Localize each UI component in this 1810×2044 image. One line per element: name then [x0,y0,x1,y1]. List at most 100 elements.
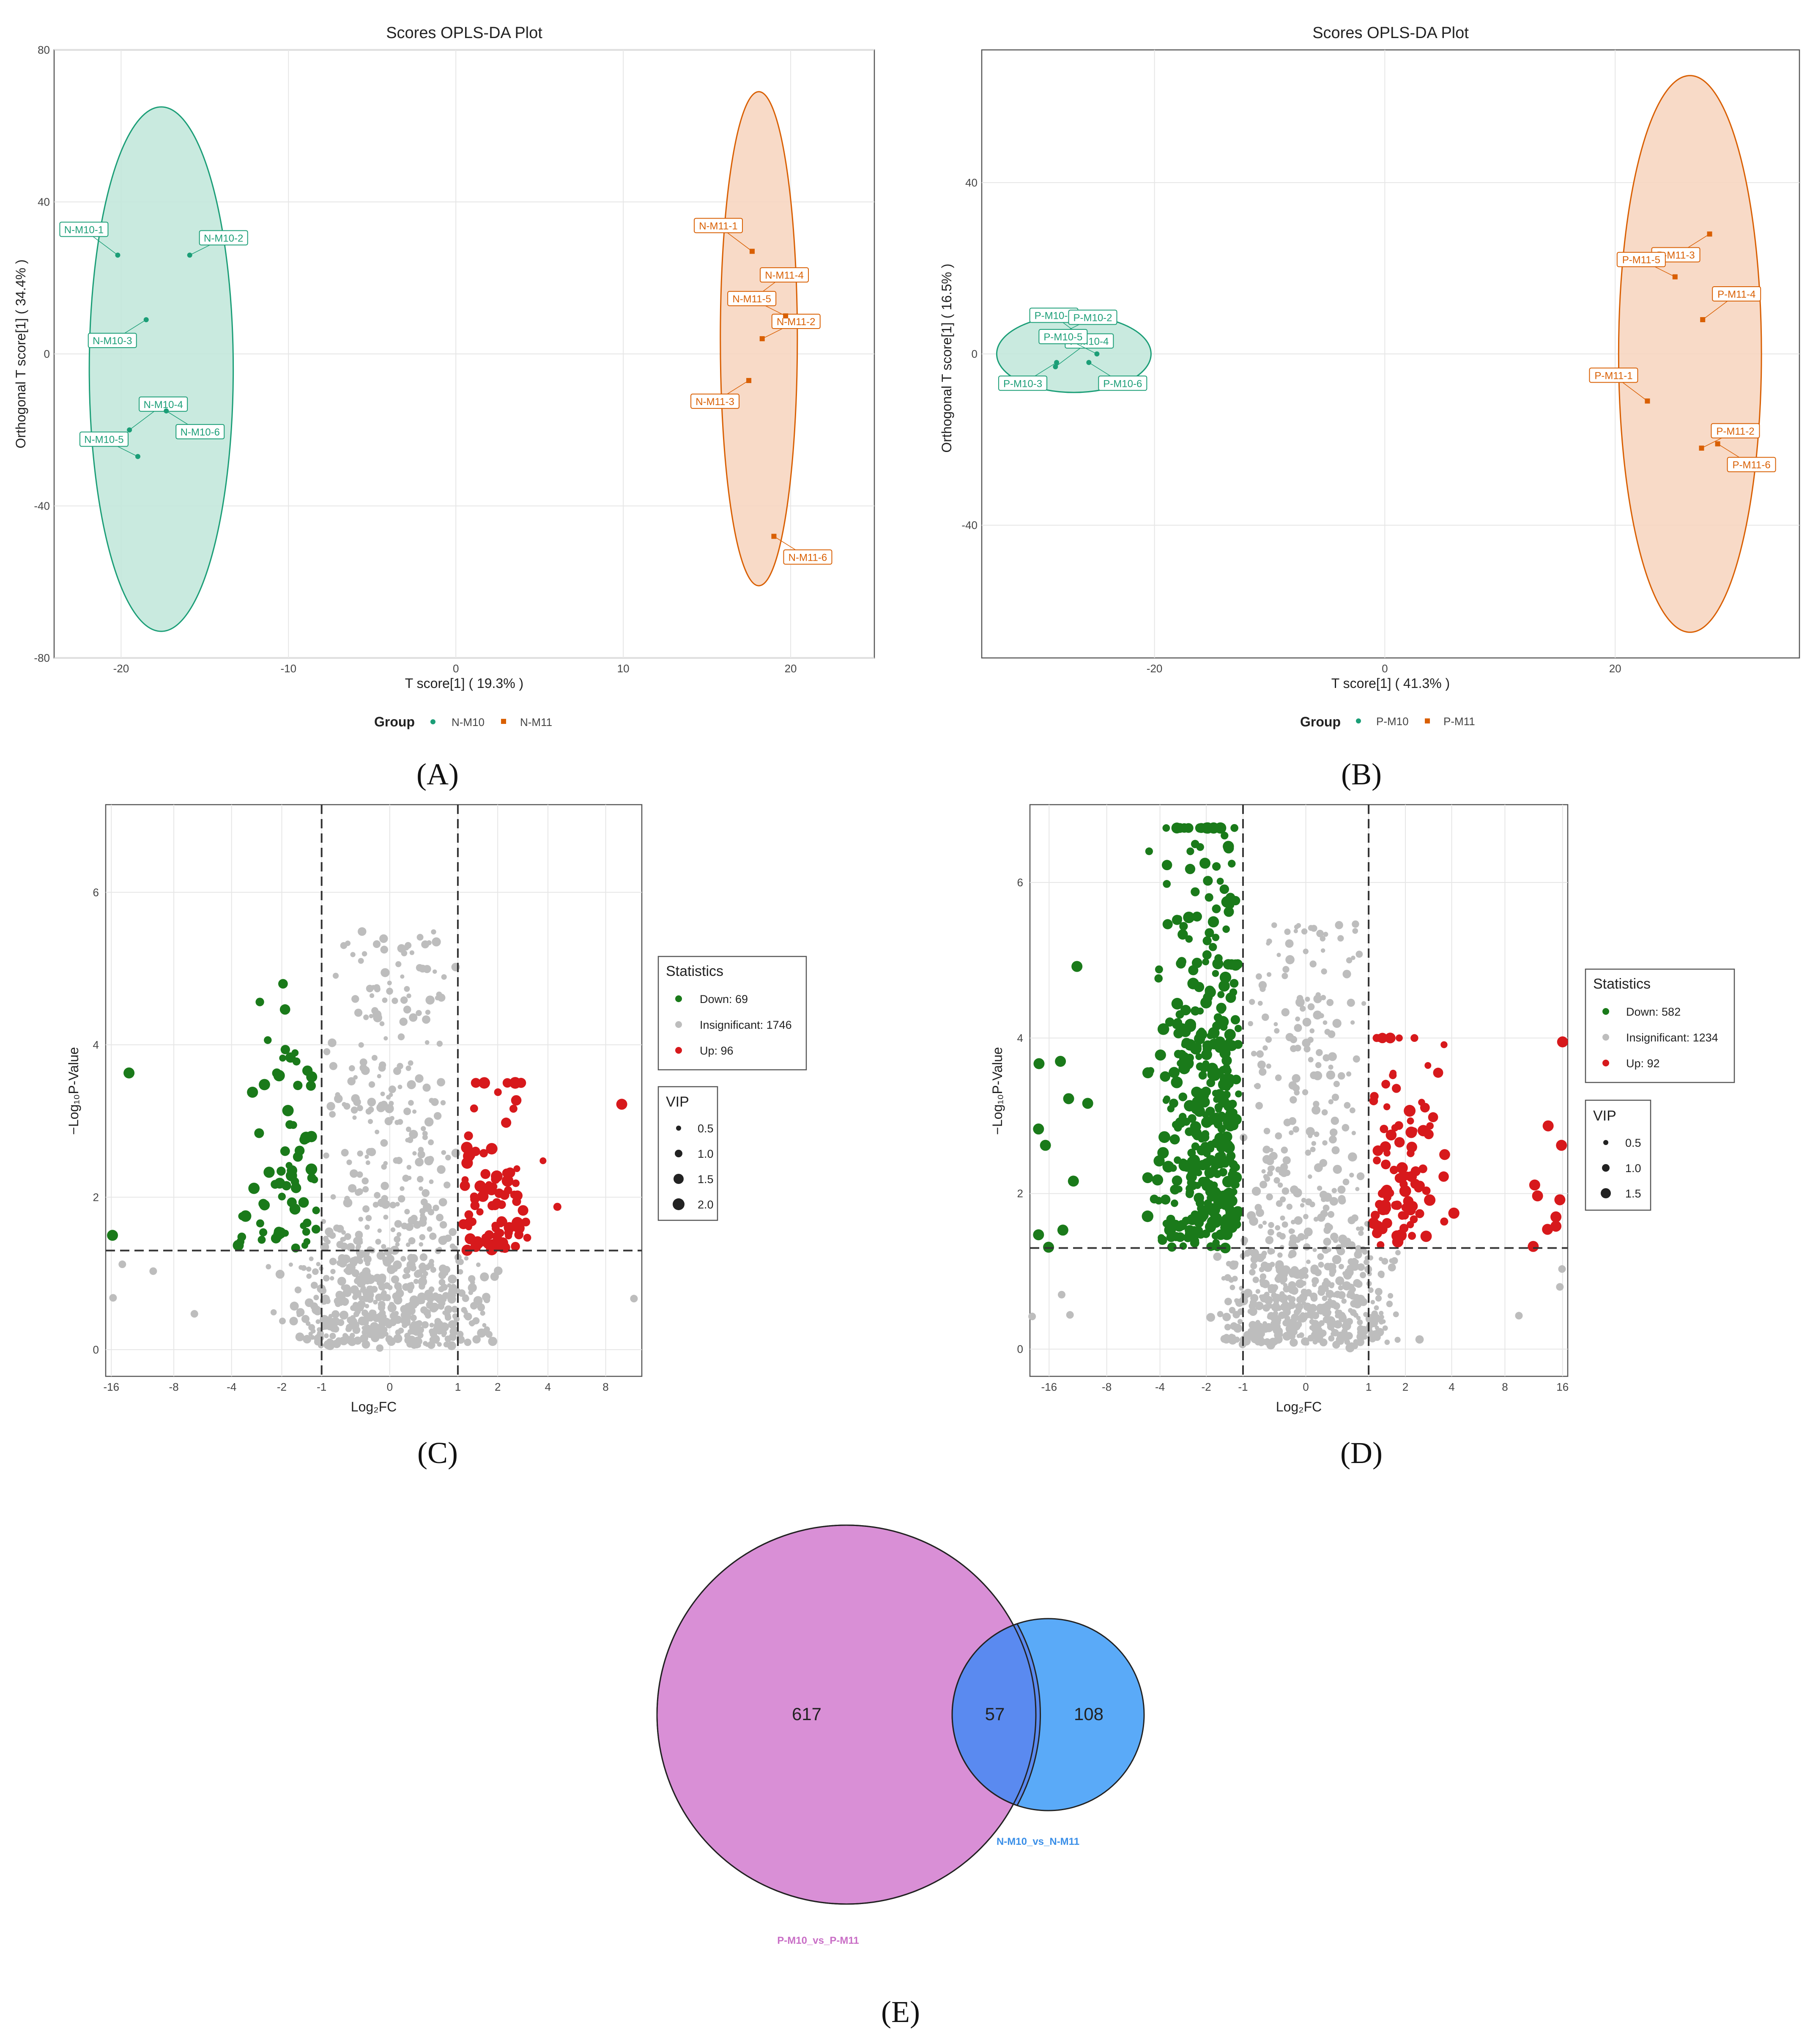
point-down [1187,1170,1195,1177]
vip-marker-0 [676,1126,681,1131]
point-label: P-M11-5 [1622,255,1660,266]
point-up [480,1169,490,1179]
point-insignificant [356,1279,366,1288]
point-insignificant [1316,929,1324,937]
point-up [1424,1129,1434,1140]
point-down [1169,1099,1178,1108]
point-down [1211,1112,1219,1121]
point-insignificant [1290,1036,1298,1044]
point-insignificant [109,1294,117,1302]
point-insignificant [1282,966,1290,973]
point-label-box [175,424,225,439]
point-insignificant [394,1282,402,1290]
point-insignificant [369,1309,375,1316]
point-insignificant [400,1305,409,1313]
point-insignificant [1327,1298,1332,1302]
point-insignificant [301,1265,307,1271]
point-insignificant [353,1311,359,1317]
point-insignificant [1242,1337,1251,1345]
point-insignificant [1262,1045,1268,1051]
point-insignificant [358,958,364,964]
point-insignificant [1415,1335,1424,1344]
point-insignificant [437,1342,442,1347]
x-tick-label: -16 [103,1381,119,1393]
point-insignificant [427,1226,433,1232]
point-down [1185,935,1193,943]
point-insignificant [335,1291,344,1299]
point-insignificant [1259,1181,1268,1189]
point-insignificant [1381,1258,1388,1265]
point-up [1433,1068,1443,1078]
point-label-box [727,291,777,307]
point-down [1221,896,1233,908]
point-insignificant [1249,1217,1258,1226]
point-insignificant [330,1194,336,1200]
point-down [107,1230,118,1241]
point-insignificant [421,1321,429,1329]
point-insignificant [382,997,388,1003]
point-down [1169,1134,1180,1145]
point-insignificant [270,1309,277,1315]
point-insignificant [444,1234,452,1242]
point-insignificant [350,1305,356,1311]
point-insignificant [1281,1008,1290,1017]
point-up [1414,1183,1423,1193]
x-tick-label: 1 [1366,1381,1372,1393]
point-label-box [88,333,137,348]
point-up [1386,1189,1394,1197]
point-insignificant [1251,1186,1261,1196]
point-insignificant [1279,1233,1286,1240]
point-insignificant [406,993,411,998]
point-insignificant [1276,1305,1282,1311]
point-insignificant [1277,1252,1283,1258]
x-tick-label: 8 [1502,1381,1508,1393]
point-insignificant [380,1091,385,1096]
point-insignificant [1292,1126,1299,1133]
point-insignificant [1283,1318,1291,1326]
point-insignificant [367,1274,376,1283]
point-insignificant [405,1242,411,1247]
point-up [1408,1232,1416,1240]
point-insignificant [427,1341,435,1349]
sample-point [1645,398,1650,404]
point-insignificant [400,996,408,1004]
point-up [1389,1165,1399,1174]
point-down [1201,1130,1210,1138]
point-down [1235,1090,1242,1098]
point-insignificant [1344,1238,1351,1244]
point-insignificant [1265,1129,1270,1134]
point-insignificant [1309,1201,1315,1208]
point-label: P-M11-1 [1594,370,1632,381]
panel-b-legend-title: Group [1300,714,1341,729]
point-insignificant [1301,928,1308,935]
point-down [287,1197,297,1208]
vip-label-0: 0.5 [1625,1137,1641,1149]
x-tick-label: 0 [1303,1381,1309,1393]
point-down [1177,961,1185,968]
point-label: N-M11-5 [732,293,771,305]
point-insignificant [1331,1116,1339,1125]
point-insignificant [366,1148,374,1156]
point-insignificant [359,1058,367,1066]
point-insignificant [1289,1130,1294,1135]
point-insignificant [1275,1262,1284,1271]
point-down [1223,841,1234,852]
point-down [1212,862,1221,871]
y-tick-label: -80 [34,652,50,664]
point-insignificant [1338,1195,1346,1203]
point-down [1177,1220,1187,1230]
point-insignificant [424,1117,434,1127]
point-down [1180,1005,1191,1016]
point-insignificant [447,1283,452,1288]
point-down [292,1057,301,1066]
point-insignificant [323,1236,329,1243]
point-label: N-M10-4 [143,399,183,411]
point-down [1162,824,1170,832]
point-insignificant [1327,1211,1334,1218]
point-up [464,1131,473,1140]
point-up [486,1143,498,1155]
point-down [1204,1167,1216,1178]
panel-c-y-label: −Log₁₀P-Value [66,1047,81,1135]
point-down [277,1167,286,1176]
point-down [1175,1232,1185,1242]
